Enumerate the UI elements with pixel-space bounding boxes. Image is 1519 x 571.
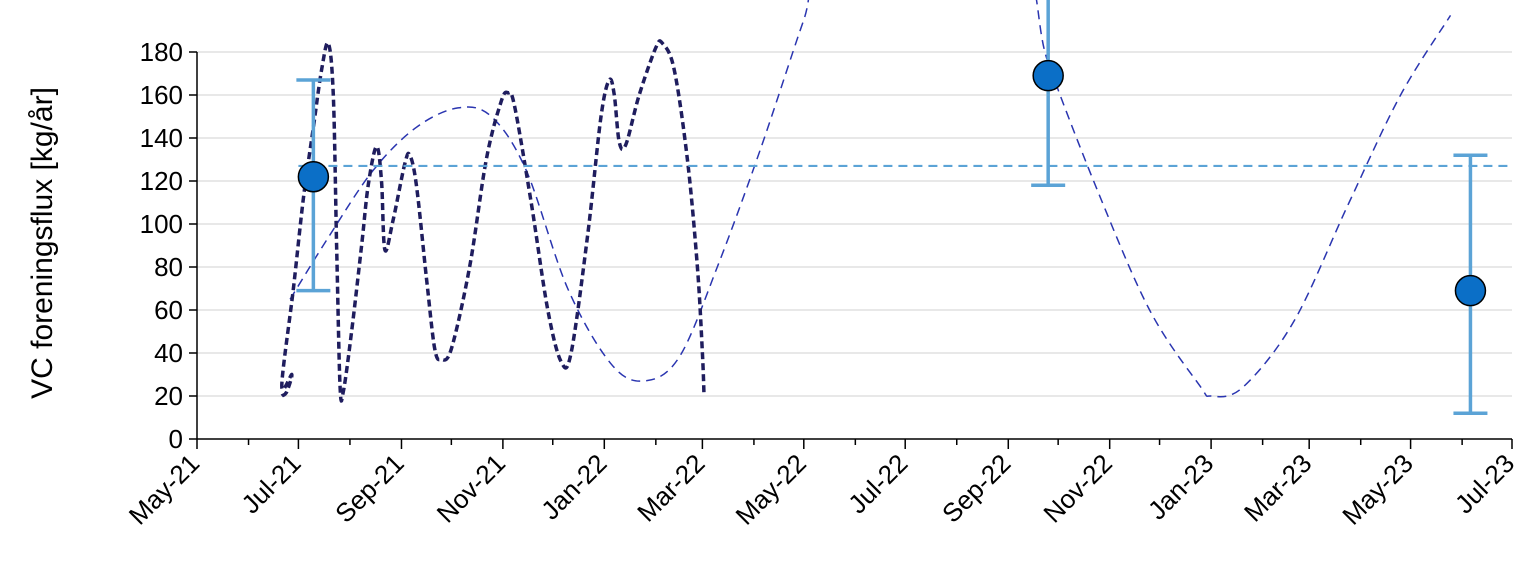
data-point-2: [1454, 274, 1487, 307]
x-tick-label-2023-05-01: May-23: [1336, 448, 1419, 531]
error-bars: [296, 0, 1488, 415]
data-point-0: [297, 160, 330, 193]
x-tick-label-2021-09-01: Sep-21: [329, 448, 409, 528]
x-tick-label-2021-07-01: Jul-21: [235, 448, 306, 519]
series-layer: [280, 0, 1512, 403]
x-tick-label-2023-07-01: Jul-23: [1449, 448, 1519, 519]
y-tick-label-60: 60: [154, 295, 183, 325]
axes: [189, 51, 1513, 449]
y-tick-label-160: 160: [140, 80, 183, 110]
data-point-1: [1032, 59, 1064, 92]
x-tick-label-2022-11-01: Nov-22: [1037, 448, 1117, 528]
x-tick-label-2023-01-01: Jan-23: [1142, 448, 1219, 525]
x-tick-label-2021-05-01: May-21: [123, 448, 206, 531]
y-tick-label-0: 0: [169, 424, 183, 454]
x-tick-label-2022-03-01: Mar-22: [631, 448, 710, 527]
gridlines: [197, 51, 1512, 397]
y-tick-label-120: 120: [140, 166, 183, 196]
measured-curve: [280, 39, 706, 403]
y-axis-title: VC foreningsflux [kg/år]: [26, 87, 59, 399]
data-points: [297, 59, 1487, 307]
x-tick-label-2021-11-01: Nov-21: [431, 448, 511, 528]
x-tick-label-2022-05-01: May-22: [730, 448, 813, 531]
x-tick-label-2023-03-01: Mar-23: [1238, 448, 1317, 527]
fitted-curve: [289, 0, 1452, 398]
x-tick-label-2022-01-01: Jan-22: [535, 448, 612, 525]
x-tick-label-2022-07-01: Jul-22: [842, 448, 913, 519]
y-tick-label-140: 140: [140, 123, 183, 153]
x-tick-label-2022-09-01: Sep-22: [936, 448, 1016, 528]
y-tick-label-20: 20: [154, 381, 183, 411]
y-tick-label-100: 100: [140, 209, 183, 239]
y-tick-label-180: 180: [140, 37, 183, 67]
y-tick-label-80: 80: [154, 252, 183, 282]
y-tick-label-40: 40: [154, 338, 183, 368]
